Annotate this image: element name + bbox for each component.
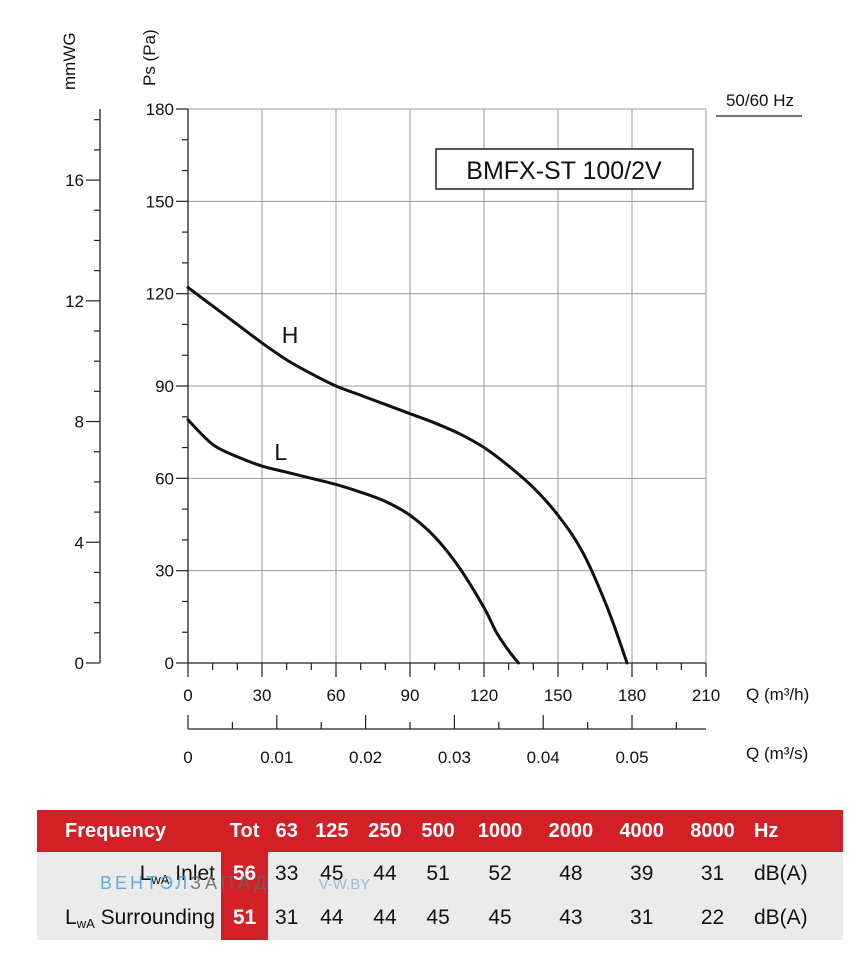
model-label-box: BMFX-ST 100/2V [435, 148, 694, 190]
curve-h [186, 286, 629, 665]
x-tick-label-m3s: 0.03 [438, 748, 471, 767]
x-tick-label-m3h: 180 [618, 686, 646, 705]
x-tick-label-m3s: 0.04 [527, 748, 560, 767]
cell-unit: dB(A) [747, 852, 843, 896]
y-axis-mmwg-label: mmWG [60, 32, 79, 90]
watermark-part-1: ВЕНТЭЛ [100, 873, 191, 893]
table-header-63: 63 [268, 810, 306, 852]
frequency-label-group: 50/60 Hz [716, 91, 802, 117]
x-tick-label-m3h: 150 [544, 686, 572, 705]
x-tick-label-m3h: 30 [253, 686, 272, 705]
table-header-2000: 2000 [535, 810, 607, 852]
table-header-250: 250 [358, 810, 412, 852]
table-header-8000: 8000 [677, 810, 748, 852]
cell-125: 44 [305, 896, 359, 940]
curve-l [186, 418, 521, 665]
y-tick-label-pa: 60 [155, 469, 174, 488]
x-tick-label-m3h: 0 [183, 686, 192, 705]
watermark-part-3: V-W.BY [318, 876, 371, 893]
x-tick-label-m3h: 120 [470, 686, 498, 705]
frequency-label: 50/60 Hz [726, 91, 794, 110]
x-tick-label-m3h: 210 [692, 686, 720, 705]
y-tick-label-mmwg: 12 [65, 292, 84, 311]
table-row: LwA Surrounding 51 31 44 44 45 45 43 31 … [37, 896, 843, 940]
cell-1000: 52 [464, 852, 536, 896]
table-header-row: Frequency Tot 63 125 250 500 1000 2000 4… [37, 810, 843, 852]
table-header-500: 500 [411, 810, 465, 852]
cell-unit: dB(A) [747, 896, 843, 940]
cell-1000: 45 [464, 896, 536, 940]
x-tick-label-m3s: 0.02 [349, 748, 382, 767]
watermark: ВЕНТЭЛЗАПАД V-W.BY [100, 873, 370, 894]
series-label-l: L [274, 439, 287, 465]
y-tick-label-pa: 180 [146, 100, 174, 119]
y-tick-label-mmwg: 0 [75, 654, 84, 673]
cell-250: 44 [358, 852, 412, 896]
table-header-unit: Hz [747, 810, 843, 852]
table-row: LwA Inlet 56 33 45 44 51 52 48 39 31 dB(… [37, 852, 843, 896]
x-tick-label-m3s: 0.05 [615, 748, 648, 767]
cell-63: 31 [268, 896, 306, 940]
y-tick-label-pa: 150 [146, 192, 174, 211]
watermark-part-2: ЗАПАД [190, 873, 271, 893]
curves [186, 286, 629, 665]
cell-63: 33 [268, 852, 306, 896]
y-tick-label-pa: 120 [146, 285, 174, 304]
cell-tot: 56 [221, 852, 269, 896]
x-tick-label-m3h: 60 [327, 686, 346, 705]
table-header-frequency: Frequency [37, 810, 221, 852]
x-axis-m3s-label: Q (m³/s) [746, 744, 808, 763]
table-header-1000: 1000 [464, 810, 536, 852]
x-tick-label-m3s: 0.01 [260, 748, 293, 767]
y-tick-label-pa: 90 [155, 377, 174, 396]
cell-4000: 39 [606, 852, 678, 896]
row-label-surrounding: LwA Surrounding [37, 896, 221, 940]
cell-8000: 31 [677, 852, 748, 896]
cell-4000: 31 [606, 896, 678, 940]
cell-125: 45 [305, 852, 359, 896]
y-tick-label-mmwg: 16 [65, 171, 84, 190]
cell-500: 45 [411, 896, 465, 940]
cell-8000: 22 [677, 896, 748, 940]
row-label-inlet: LwA Inlet [37, 852, 221, 896]
model-label: BMFX-ST 100/2V [466, 157, 662, 185]
x-tick-label-m3h: 90 [401, 686, 420, 705]
fan-performance-chart: 0 30 60 90 120 150 180 0 4 8 12 16 0 30 60 90 120 150 180 2… [60, 29, 809, 767]
y-tick-label-pa: 0 [165, 654, 174, 673]
labels: 0 30 60 90 120 150 180 0 4 8 12 16 0 30 60 90 120 150 180 2… [65, 100, 720, 767]
cell-tot: 51 [221, 896, 269, 940]
y-tick-label-pa: 30 [155, 562, 174, 581]
table-header-4000: 4000 [606, 810, 678, 852]
table-header-125: 125 [305, 810, 359, 852]
cell-500: 51 [411, 852, 465, 896]
y-tick-label-mmwg: 4 [75, 533, 84, 552]
x-axis-m3h-label: Q (m³/h) [746, 685, 809, 704]
cell-250: 44 [358, 896, 412, 940]
y-tick-label-mmwg: 8 [75, 413, 84, 432]
x-tick-label-m3s: 0 [183, 748, 192, 767]
cell-2000: 48 [535, 852, 607, 896]
cell-2000: 43 [535, 896, 607, 940]
table-header-tot: Tot [221, 810, 269, 852]
y-axis-pa-label: Ps (Pa) [140, 29, 159, 86]
axes [86, 108, 707, 730]
sound-power-table: Frequency Tot 63 125 250 500 1000 2000 4… [37, 810, 843, 940]
series-label-h: H [282, 322, 299, 348]
